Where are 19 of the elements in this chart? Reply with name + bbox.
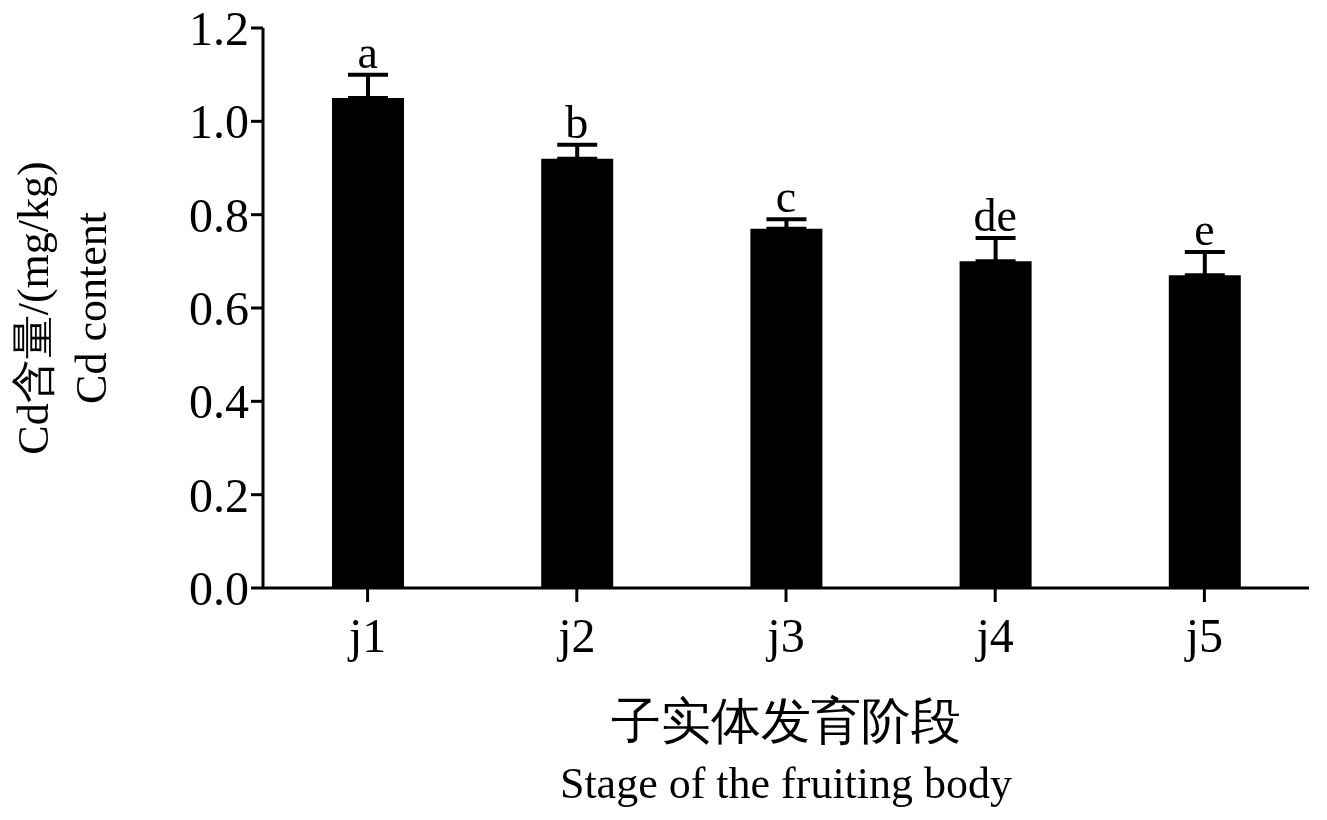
annotation: a <box>357 26 378 78</box>
y-tick-label: 0.8 <box>189 188 249 242</box>
x-tick-label: j1 <box>346 609 387 663</box>
x-axis-title: 子实体发育阶段 Stage of the fruiting body <box>559 693 1013 808</box>
y-tick-label: 1.0 <box>189 95 249 149</box>
annotation: e <box>1194 204 1215 255</box>
annotation: b <box>565 96 589 148</box>
annotation: c <box>775 171 797 223</box>
y-tick-label: 0.0 <box>189 562 249 616</box>
y-axis-title: Cd含量/(mg/kg) Cd content <box>9 161 116 455</box>
x-tick-label: j5 <box>1183 609 1224 663</box>
y-tick-label: 0.4 <box>189 375 249 429</box>
x-tick-label: j3 <box>765 609 805 663</box>
y-tick-label: 1.2 <box>189 2 249 56</box>
annotation: de <box>973 190 1017 241</box>
y-tick-label: 0.6 <box>189 282 249 336</box>
x-tick-label: j4 <box>974 609 1014 663</box>
x-tick-label: j2 <box>556 609 596 663</box>
y-tick-label: 0.2 <box>189 468 249 522</box>
